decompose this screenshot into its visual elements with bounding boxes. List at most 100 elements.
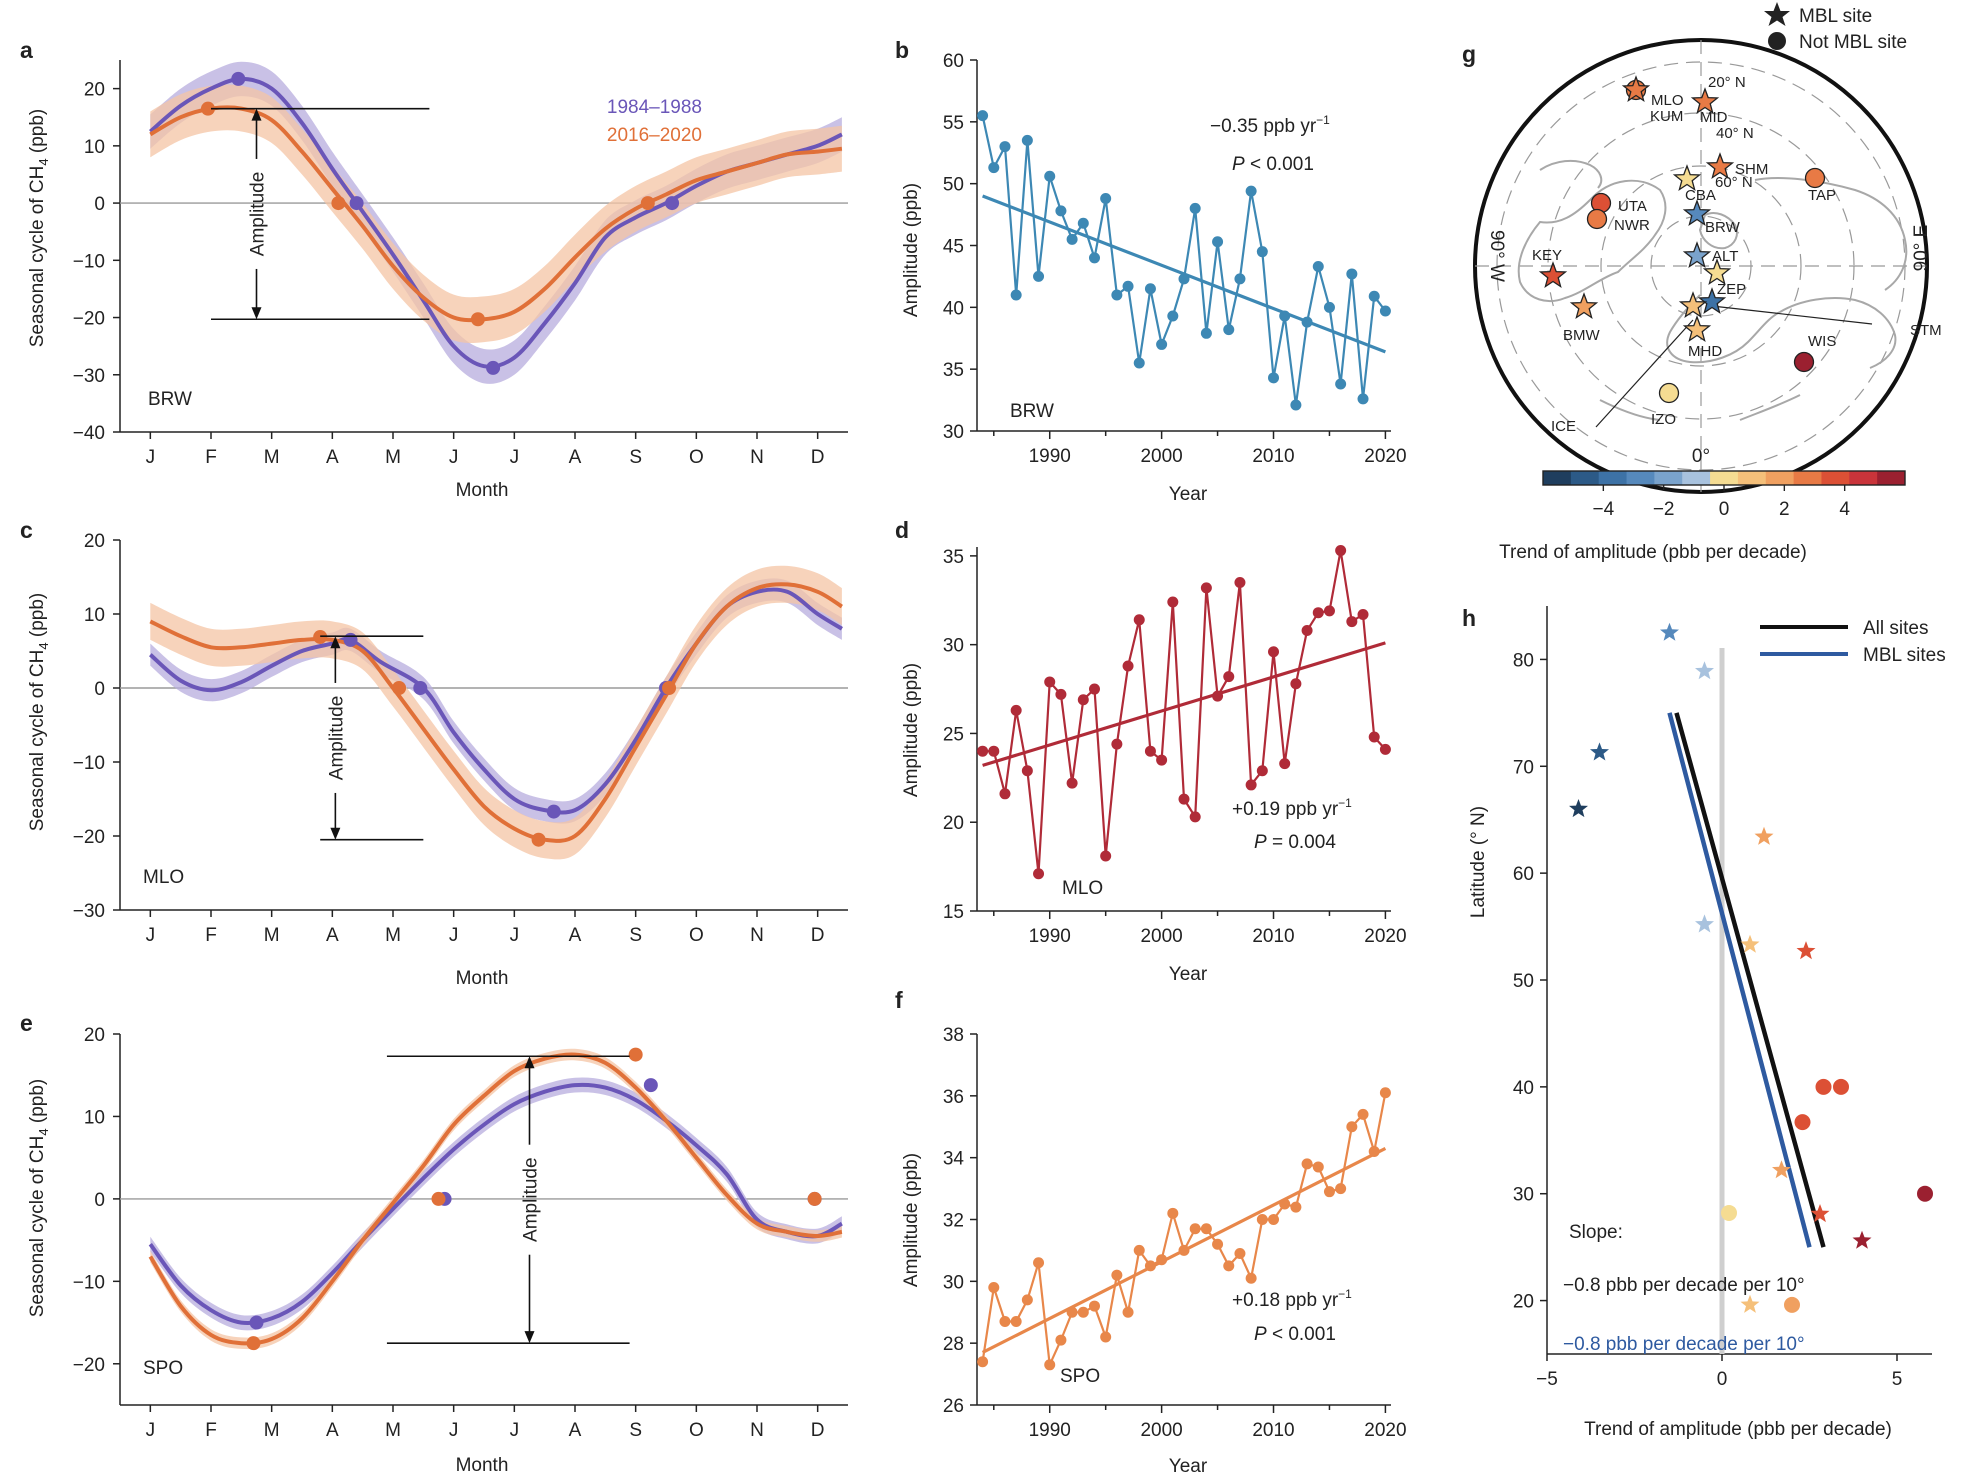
x-tick-label: D [811,447,825,468]
data-point [1122,280,1134,292]
data-point [1144,745,1156,757]
data-point [1290,1201,1302,1213]
mbl-site-star-icon [1772,1160,1791,1179]
arrow-down-icon [524,1331,535,1344]
colorbar-segment [1654,471,1683,485]
data-point [1156,754,1168,766]
amplitude-plot-spo: 26 28 30 32 34 36 38 1990 2000 2010 2020 [943,1025,1407,1441]
data-point [1133,1244,1145,1256]
x-tick-label: 2010 [1252,1420,1294,1441]
x-tick-label: O [689,447,704,468]
x-tick-label: 1990 [1029,926,1071,947]
mbl-site-star-icon [1590,742,1609,761]
data-point [988,1282,1000,1294]
y-tick-label: 32 [943,1211,964,1232]
x-tick-label: J [449,447,459,468]
data-point [1044,676,1056,688]
data-point [1357,608,1369,620]
panel-g: g MBL site Not MBL site 20° N 40° N 60° … [1462,2,1942,563]
colorbar: −4 −2 0 2 4 [1542,470,1906,520]
data-point [1111,1269,1123,1281]
y-tick-label: 35 [943,547,964,568]
site-star-icon-ice [1678,291,1708,318]
data-point [1290,678,1302,690]
series-line-late [148,1052,843,1346]
extremum-marker [807,1191,822,1206]
y-tick-label: −30 [73,901,105,922]
legend-all-sites: All sites [1863,618,1928,639]
data-point [1379,1087,1391,1099]
data-point [1368,290,1380,302]
site-label: BRW [148,389,192,410]
y-tick-label: 26 [943,1396,964,1417]
site-label-zep: ZEP [1717,281,1746,298]
p-value-label: P < 0.001 [1232,154,1314,175]
data-point [1268,372,1280,384]
panel-f: f Amplitude (ppb) 26 28 30 32 34 36 38 1990 2000… [895,987,1407,1477]
x-tick-label: N [750,1420,764,1441]
site-star-icon-mid [1690,87,1720,114]
site-star-icon-alt [1682,241,1712,268]
data-point [1245,779,1257,791]
amplitude-series-line [982,550,1387,874]
data-point [1200,1223,1212,1235]
data-point [1033,270,1045,282]
data-point [1323,1186,1335,1198]
x-tick-label: 1990 [1029,446,1071,467]
x-tick-label: S [629,925,642,946]
x-tick-label: F [205,1420,217,1441]
site-star-icon-mhd [1682,315,1712,342]
lat-label-60n: 60° N [1715,174,1753,191]
site-label-bmw: BMW [1563,327,1601,344]
data-point [1223,1260,1235,1272]
y-tick-label: −10 [73,1272,105,1293]
panel-letter: f [895,987,903,1013]
x-axis-label: Month [456,1455,509,1476]
x-tick-label: D [811,1420,825,1441]
legend-not-mbl-site: Not MBL site [1799,32,1907,53]
site-star-icon-brw [1682,199,1712,226]
data-point [1100,1331,1112,1343]
x-tick-label: F [205,447,217,468]
lon-label-0: 0° [1692,446,1710,467]
mbl-site-star-icon [1740,1294,1760,1313]
data-point [1189,811,1201,823]
colorbar-segment [1710,471,1739,485]
data-point [1021,134,1033,146]
amplitude-series-line [981,115,1387,406]
data-point [1167,1207,1179,1219]
panel-letter: e [20,1010,33,1036]
x-tick-label: D [811,925,825,946]
data-point [1033,868,1045,880]
data-point [1234,1248,1246,1260]
colorbar-tick-label: 0 [1719,499,1730,520]
extremum-marker [470,312,485,327]
y-tick-label: 80 [1513,650,1534,671]
ice-leader-line [1595,319,1694,428]
site-label: SPO [143,1358,183,1379]
not-mbl-circle-legend-icon [1768,32,1786,50]
x-tick-label: 2010 [1252,926,1294,947]
data-point [1346,268,1358,280]
extremum-marker [331,196,346,211]
x-tick-label: S [629,447,642,468]
colorbar-segment [1849,471,1878,485]
data-point [1122,660,1134,672]
coastlines [1517,159,1908,421]
data-point [1312,1161,1324,1173]
site-circle-wis [1793,351,1815,373]
x-tick-label: M [385,1420,401,1441]
x-tick-label: A [569,447,582,468]
data-point [999,141,1011,153]
extremum-marker [665,196,680,211]
not-mbl-site-circle [1784,1296,1800,1313]
colorbar-tick-label: 2 [1779,499,1790,520]
panel-a: a Seasonal cycle of CH4 (ppb) 20 10 0 −10 −2… [20,37,848,501]
colorbar-segment [1737,471,1767,485]
y-tick-label: 70 [1513,757,1534,778]
fit-line-mbl-sites [1667,712,1812,1248]
data-point [1077,1306,1089,1318]
site-circle-tap [1804,167,1826,189]
slope-all-sites: −0.8 pbb per decade per 10° [1563,1275,1805,1296]
lon-label-90w: 90° W [1486,230,1507,282]
